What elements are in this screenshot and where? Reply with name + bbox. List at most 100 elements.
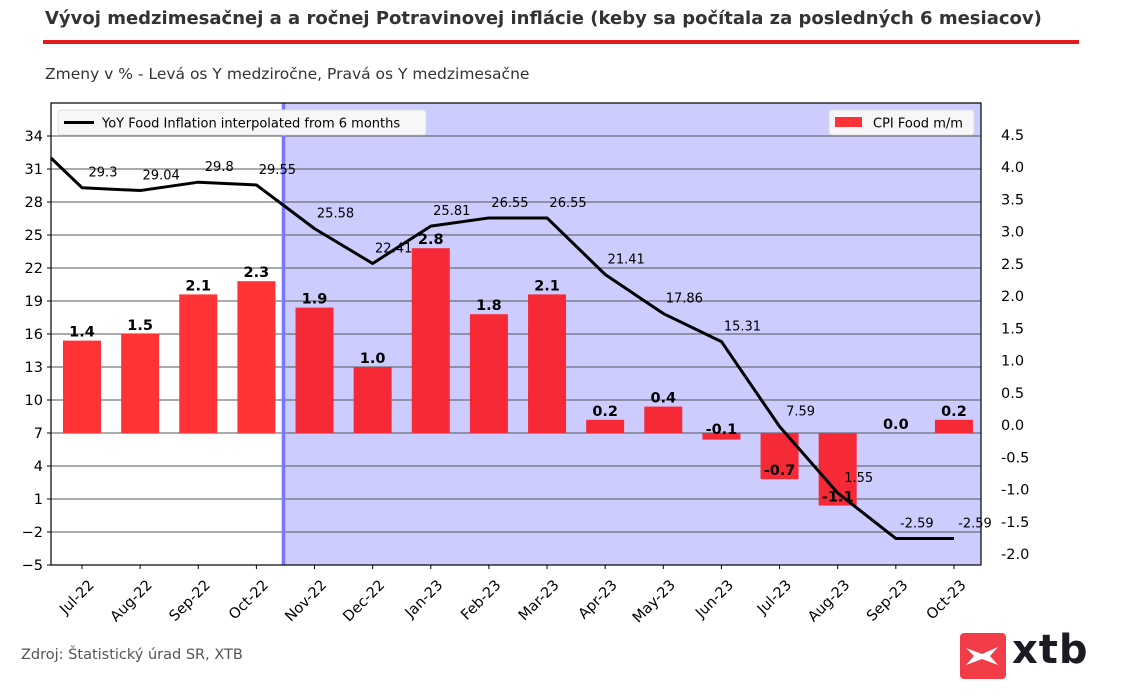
right-axis-tick-label: -2.0	[1001, 547, 1029, 563]
right-axis-tick-label: -0.5	[1001, 450, 1029, 466]
line-data-label: 17.86	[666, 292, 703, 307]
x-axis-tick-label: Nov-22	[282, 577, 330, 625]
logo-mark-icon	[960, 633, 1006, 679]
chart: 1.4 1.5 2.1 2.3 1.9 1.0 2.8 1.8 2.1 0.2 0.4 -0.1 -0.…	[22, 102, 1029, 626]
bar-data-label: 0.4	[650, 391, 676, 407]
legend-bar-label: CPI Food m/m	[873, 117, 963, 132]
bar-cpi-food-mm	[353, 367, 392, 433]
line-data-label: 29.3	[89, 166, 118, 181]
x-axis-tick-label: Oct-23	[924, 577, 970, 623]
left-axis-tick-label: 4	[34, 459, 43, 475]
x-axis-tick-label: Oct-22	[226, 577, 272, 623]
left-axis-tick-label: −5	[22, 558, 43, 574]
line-data-label: 21.41	[608, 252, 645, 267]
bar-cpi-food-mm	[411, 248, 450, 433]
bar-data-label: 0.0	[883, 417, 909, 433]
line-data-label: 25.81	[433, 204, 470, 219]
left-axis-tick-label: 31	[25, 162, 43, 178]
right-axis-tick-label: 4.0	[1001, 160, 1024, 176]
left-axis-tick-label: 22	[25, 261, 43, 277]
legend-bar-swatch	[835, 117, 862, 127]
bar-cpi-food-mm	[586, 419, 625, 433]
left-axis-tick-label: 10	[25, 393, 43, 409]
right-axis-tick-label: -1.5	[1001, 515, 1029, 531]
line-data-label: 29.04	[143, 169, 180, 184]
bar-cpi-food-mm	[179, 294, 218, 433]
x-axis-tick-label: Sep-23	[864, 577, 911, 624]
line-data-label: -2.59	[900, 516, 934, 531]
x-axis-tick-label: Aug-22	[108, 577, 156, 625]
bar-data-label: -0.1	[706, 422, 738, 438]
line-data-label: -2.59	[958, 516, 992, 531]
bar-cpi-food-mm	[237, 281, 276, 433]
chart-subtitle: Zmeny v % - Levá os Y medziročne, Pravá …	[45, 65, 530, 83]
line-data-label: 26.55	[491, 196, 528, 211]
bar-data-label: -0.7	[764, 463, 796, 479]
bar-data-label: 2.3	[244, 265, 270, 281]
x-axis-tick-label: Apr-23	[576, 577, 621, 622]
right-axis-tick-label: -1.0	[1001, 483, 1029, 499]
right-axis-tick-label: 1.5	[1001, 321, 1024, 337]
bar-data-label: 0.2	[592, 404, 618, 420]
x-axis-tick-label: Jun-23	[692, 577, 737, 622]
left-axis-tick-label: −2	[22, 525, 43, 541]
bar-data-label: 0.2	[941, 404, 967, 420]
title-underline	[43, 40, 1079, 44]
bar-cpi-food-mm	[469, 314, 508, 433]
bar-cpi-food-mm	[934, 419, 973, 433]
line-data-label: 15.31	[724, 320, 761, 335]
left-axis-tick-label: 19	[25, 294, 43, 310]
left-axis-tick-label: 7	[34, 426, 43, 442]
right-axis-tick-label: 3.0	[1001, 225, 1024, 241]
bar-data-label: 2.1	[185, 278, 211, 294]
x-axis-tick-label: Jul-22	[56, 577, 97, 618]
bar-cpi-food-mm	[121, 334, 160, 433]
line-data-label: 22.41	[375, 241, 412, 256]
right-axis-tick-label: 0.5	[1001, 386, 1024, 402]
left-axis-tick-label: 34	[25, 129, 43, 145]
left-axis-tick-label: 16	[25, 327, 43, 343]
x-axis-tick-label: Jan-23	[402, 577, 447, 622]
line-data-label: 25.58	[317, 207, 354, 222]
x-axis-tick-label: May-23	[630, 577, 679, 626]
bar-cpi-food-mm	[295, 307, 334, 433]
left-axis-tick-label: 13	[25, 360, 43, 376]
left-axis-tick-label: 1	[34, 492, 43, 508]
x-axis-tick-label: Dec-22	[340, 577, 388, 625]
bar-data-label: 2.8	[418, 232, 444, 248]
right-axis-tick-label: 0.0	[1001, 418, 1024, 434]
bar-data-label: 1.4	[69, 325, 95, 341]
right-axis-tick-label: 2.5	[1001, 257, 1024, 273]
bar-cpi-food-mm	[63, 340, 101, 433]
legend-line	[57, 109, 427, 136]
line-data-label: 1.55	[844, 471, 873, 486]
line-data-label: 29.55	[259, 163, 296, 178]
bar-data-label: 2.1	[534, 278, 560, 294]
bar-data-label: 1.8	[476, 298, 502, 314]
legend-bar	[828, 109, 975, 136]
source-note: Zdroj: Štatistický úrad SR, XTB	[21, 647, 243, 663]
right-axis-tick-label: 3.5	[1001, 192, 1024, 208]
chart-title: Vývoj medzimesačnej a a ročnej Potravino…	[45, 8, 1042, 29]
bar-data-label: -1.1	[822, 490, 854, 506]
bar-cpi-food-mm	[528, 294, 567, 433]
x-axis-tick-label: Sep-22	[166, 577, 213, 624]
left-axis-tick-label: 25	[25, 228, 43, 244]
right-axis-tick-label: 2.0	[1001, 289, 1024, 305]
line-data-label: 29.8	[205, 160, 234, 175]
xtb-logo: xtb	[960, 627, 1090, 681]
x-axis-tick-label: Aug-23	[805, 577, 853, 625]
bar-data-label: 1.9	[302, 292, 328, 308]
bar-data-label: 1.5	[127, 318, 153, 334]
left-axis-tick-label: 28	[25, 195, 43, 211]
bar-data-label: 1.0	[360, 351, 386, 367]
line-data-label: 26.55	[549, 196, 586, 211]
logo-text: xtb	[1012, 627, 1089, 673]
legend-line-label: YoY Food Inflation interpolated from 6 m…	[101, 117, 400, 132]
line-data-label: 7.59	[786, 405, 815, 420]
x-axis-tick-label: Jul-23	[754, 577, 795, 618]
bar-cpi-food-mm	[702, 433, 741, 440]
right-axis-tick-label: 4.5	[1001, 128, 1024, 144]
right-axis-tick-label: 1.0	[1001, 354, 1024, 370]
x-axis-tick-label: Feb-23	[458, 577, 504, 623]
